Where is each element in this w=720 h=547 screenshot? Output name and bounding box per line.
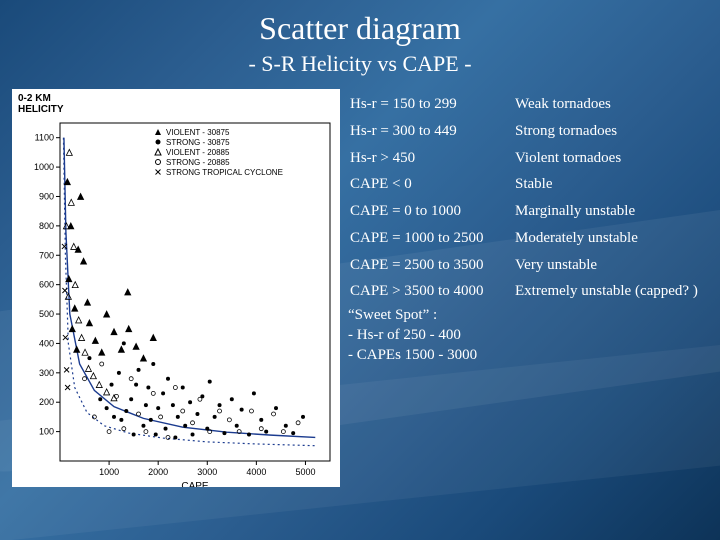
desc-cell: Moderately unstable xyxy=(513,225,706,252)
svg-text:900: 900 xyxy=(39,191,54,201)
range-cell: CAPE < 0 xyxy=(348,171,513,198)
chart-panel: 100 200 300 400 500 600 700 800 900 1000 1100 1000 2… xyxy=(0,85,340,540)
svg-text:VIOLENT - 20885: VIOLENT - 20885 xyxy=(166,148,230,157)
svg-text:VIOLENT - 30875: VIOLENT - 30875 xyxy=(166,128,230,137)
svg-text:700: 700 xyxy=(39,250,54,260)
svg-text:4000: 4000 xyxy=(246,467,266,477)
svg-text:3000: 3000 xyxy=(197,467,217,477)
table-row: Hs-r > 450Violent tornadoes xyxy=(348,145,706,172)
svg-text:STRONG - 30875: STRONG - 30875 xyxy=(166,138,230,147)
body-row: 100 200 300 400 500 600 700 800 900 1000 1100 1000 2… xyxy=(0,85,720,540)
sweet-spot-list: - Hs-r of 250 - 400 - CAPEs 1500 - 3000 xyxy=(348,327,706,364)
svg-text:300: 300 xyxy=(39,368,54,378)
table-row: CAPE = 0 to 1000Marginally unstable xyxy=(348,198,706,225)
table-row: CAPE > 3500 to 4000Extremely unstable (c… xyxy=(348,278,706,305)
range-cell: CAPE = 0 to 1000 xyxy=(348,198,513,225)
range-cell: Hs-r = 300 to 449 xyxy=(348,118,513,145)
svg-text:400: 400 xyxy=(39,338,54,348)
desc-cell: Strong tornadoes xyxy=(513,118,706,145)
range-cell: CAPE = 2500 to 3500 xyxy=(348,252,513,279)
svg-text:100: 100 xyxy=(39,427,54,437)
table-row: Hs-r = 300 to 449Strong tornadoes xyxy=(348,118,706,145)
svg-text:STRONG TROPICAL CYCLONE: STRONG TROPICAL CYCLONE xyxy=(166,168,283,177)
svg-text:1000: 1000 xyxy=(34,162,54,172)
range-cell: CAPE > 3500 to 4000 xyxy=(348,278,513,305)
svg-text:500: 500 xyxy=(39,309,54,319)
desc-cell: Marginally unstable xyxy=(513,198,706,225)
svg-text:1100: 1100 xyxy=(35,133,54,143)
table-row: CAPE = 1000 to 2500Moderately unstable xyxy=(348,225,706,252)
desc-cell: Stable xyxy=(513,171,706,198)
range-cell: Hs-r > 450 xyxy=(348,145,513,172)
sweet-spot-item: - CAPEs 1500 - 3000 xyxy=(348,347,706,364)
svg-text:600: 600 xyxy=(39,280,54,290)
svg-text:200: 200 xyxy=(39,397,54,407)
range-cell: CAPE = 1000 to 2500 xyxy=(348,225,513,252)
info-panel: Hs-r = 150 to 299Weak tornadoesHs-r = 30… xyxy=(340,85,720,540)
page-title: Scatter diagram xyxy=(259,10,461,47)
svg-text:HELICITY: HELICITY xyxy=(18,104,64,115)
scatter-chart: 100 200 300 400 500 600 700 800 900 1000 1100 1000 2… xyxy=(12,89,340,487)
svg-text:2000: 2000 xyxy=(148,467,168,477)
desc-cell: Extremely unstable (capped? ) xyxy=(513,278,706,305)
svg-text:CAPE: CAPE xyxy=(181,481,209,487)
svg-text:800: 800 xyxy=(39,221,54,231)
classification-table: Hs-r = 150 to 299Weak tornadoesHs-r = 30… xyxy=(348,91,706,305)
svg-text:1000: 1000 xyxy=(99,467,119,477)
svg-text:0-2 KM: 0-2 KM xyxy=(18,93,51,104)
sweet-spot-label: “Sweet Spot” : xyxy=(348,307,706,324)
page-subtitle: - S-R Helicity vs CAPE - xyxy=(248,51,471,77)
svg-text:STRONG - 20885: STRONG - 20885 xyxy=(166,158,230,167)
range-cell: Hs-r = 150 to 299 xyxy=(348,91,513,118)
table-row: CAPE = 2500 to 3500Very unstable xyxy=(348,252,706,279)
desc-cell: Violent tornadoes xyxy=(513,145,706,172)
desc-cell: Very unstable xyxy=(513,252,706,279)
table-row: Hs-r = 150 to 299Weak tornadoes xyxy=(348,91,706,118)
sweet-spot-item: - Hs-r of 250 - 400 xyxy=(348,327,706,344)
svg-text:5000: 5000 xyxy=(295,467,315,477)
desc-cell: Weak tornadoes xyxy=(513,91,706,118)
table-row: CAPE < 0Stable xyxy=(348,171,706,198)
chart-frame: 100 200 300 400 500 600 700 800 900 1000 1100 1000 2… xyxy=(12,89,340,487)
